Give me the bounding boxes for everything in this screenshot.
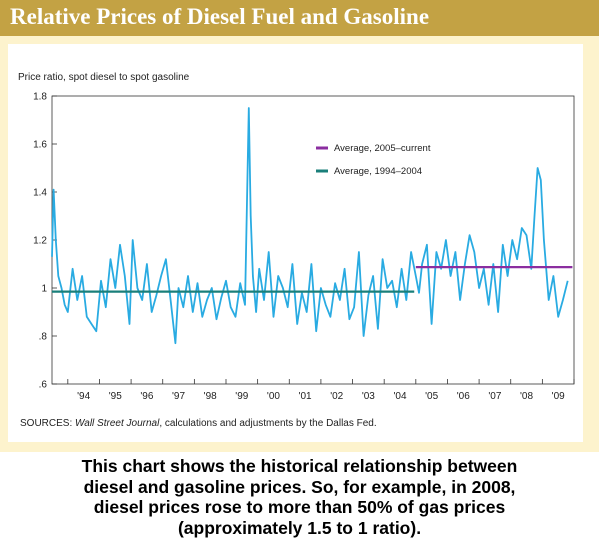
x-tick-label: '05 (425, 391, 438, 402)
x-tick-label: '97 (172, 391, 185, 402)
sources-suffix: , calculations and adjustments by the Da… (159, 418, 376, 429)
x-axis: '94 '95 '96 '97 '98 '99 '00 '01 '02 '03 '04 '05 '06 '… (67, 379, 575, 402)
x-tick-label: '99 (235, 391, 248, 402)
y-tick-label: .6 (39, 380, 48, 391)
x-tick-label: '01 (299, 391, 312, 402)
x-tick-label: '02 (330, 391, 343, 402)
y-axis-label: Price ratio, spot diesel to spot gasolin… (18, 72, 190, 83)
x-tick-label: '08 (520, 391, 533, 402)
x-tick-label: '07 (488, 391, 501, 402)
x-tick-label: '09 (552, 391, 565, 402)
x-tick-label: '98 (204, 391, 217, 402)
chart-svg: Price ratio, spot diesel to spot gasolin… (18, 72, 575, 429)
y-axis: .6 .8 1 1.2 1.4 1.6 1.8 (33, 92, 57, 391)
y-tick-label: 1.6 (33, 140, 47, 151)
x-tick-label: '95 (109, 391, 122, 402)
chart-title: Relative Prices of Diesel Fuel and Gasol… (10, 4, 430, 29)
price-ratio-line (51, 107, 569, 345)
plot-frame (51, 95, 575, 385)
y-tick-label: .8 (39, 332, 48, 343)
sources-note: SOURCES: Wall Street Journal, calculatio… (20, 418, 377, 429)
y-tick-label: 1.2 (33, 236, 47, 247)
legend-label-1994: Average, 1994–2004 (334, 166, 422, 177)
caption-text: This chart shows the historical relation… (81, 456, 518, 538)
sources-italic: Wall Street Journal (75, 418, 160, 429)
legend-label-2005: Average, 2005–current (334, 143, 431, 154)
legend: Average, 2005–current Average, 1994–2004 (316, 143, 431, 177)
sources-prefix: SOURCES: (20, 418, 75, 429)
x-tick-label: '96 (140, 391, 153, 402)
x-tick-label: '04 (393, 391, 406, 402)
y-tick-label: 1.4 (33, 188, 47, 199)
chart-card: Price ratio, spot diesel to spot gasolin… (8, 44, 583, 442)
x-tick-label: '06 (457, 391, 470, 402)
chart-panel: Price ratio, spot diesel to spot gasolin… (0, 36, 599, 452)
x-tick-label: '94 (77, 391, 90, 402)
x-tick-label: '00 (267, 391, 280, 402)
x-tick-label: '03 (362, 391, 375, 402)
y-tick-label: 1.8 (33, 92, 47, 103)
y-tick-label: 1 (41, 284, 47, 295)
title-banner: Relative Prices of Diesel Fuel and Gasol… (0, 0, 599, 36)
